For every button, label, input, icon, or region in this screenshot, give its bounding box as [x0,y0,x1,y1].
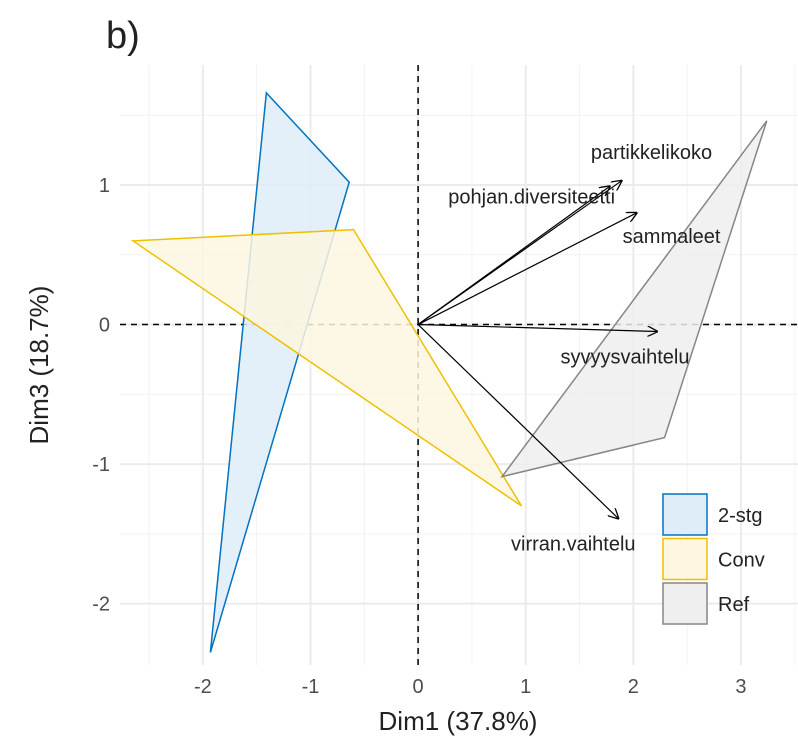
x-tick-label: 1 [520,676,531,698]
legend-label: Conv [718,550,765,572]
y-tick-label: -1 [92,454,110,476]
arrow-label: pohjan.diversiteetti [448,186,615,208]
arrow-label: partikkelikoko [591,142,712,164]
arrow [417,213,636,326]
legend-key [662,537,708,581]
y-tick-label: 0 [99,315,110,337]
plot-area [120,65,798,665]
arrow [417,324,618,519]
x-axis-title: Dim1 (37.8%) [379,706,538,736]
hull [500,120,768,478]
hull [130,228,523,507]
arrow-label: syvyysvaihtelu [561,347,690,369]
y-tick-label: 1 [99,175,110,197]
legend-key [662,582,708,625]
arrow [418,323,657,332]
x-tick-label: 0 [413,676,424,698]
legend-key [662,493,708,536]
x-tick-label: -2 [194,676,212,698]
arrow-label: virran.vaihtelu [511,533,636,555]
x-tick-label: -1 [302,676,320,698]
y-tick-label: -2 [92,594,110,616]
legend-label: 2-stg [718,505,762,527]
legend-label: Ref [718,594,750,616]
arrow-label: sammaleet [623,226,721,248]
arrow [417,186,610,326]
x-tick-label: 2 [628,676,639,698]
chart-title: b) [106,15,140,57]
y-axis-title: Dim3 (18.7%) [24,286,54,445]
x-tick-label: 3 [735,676,746,698]
